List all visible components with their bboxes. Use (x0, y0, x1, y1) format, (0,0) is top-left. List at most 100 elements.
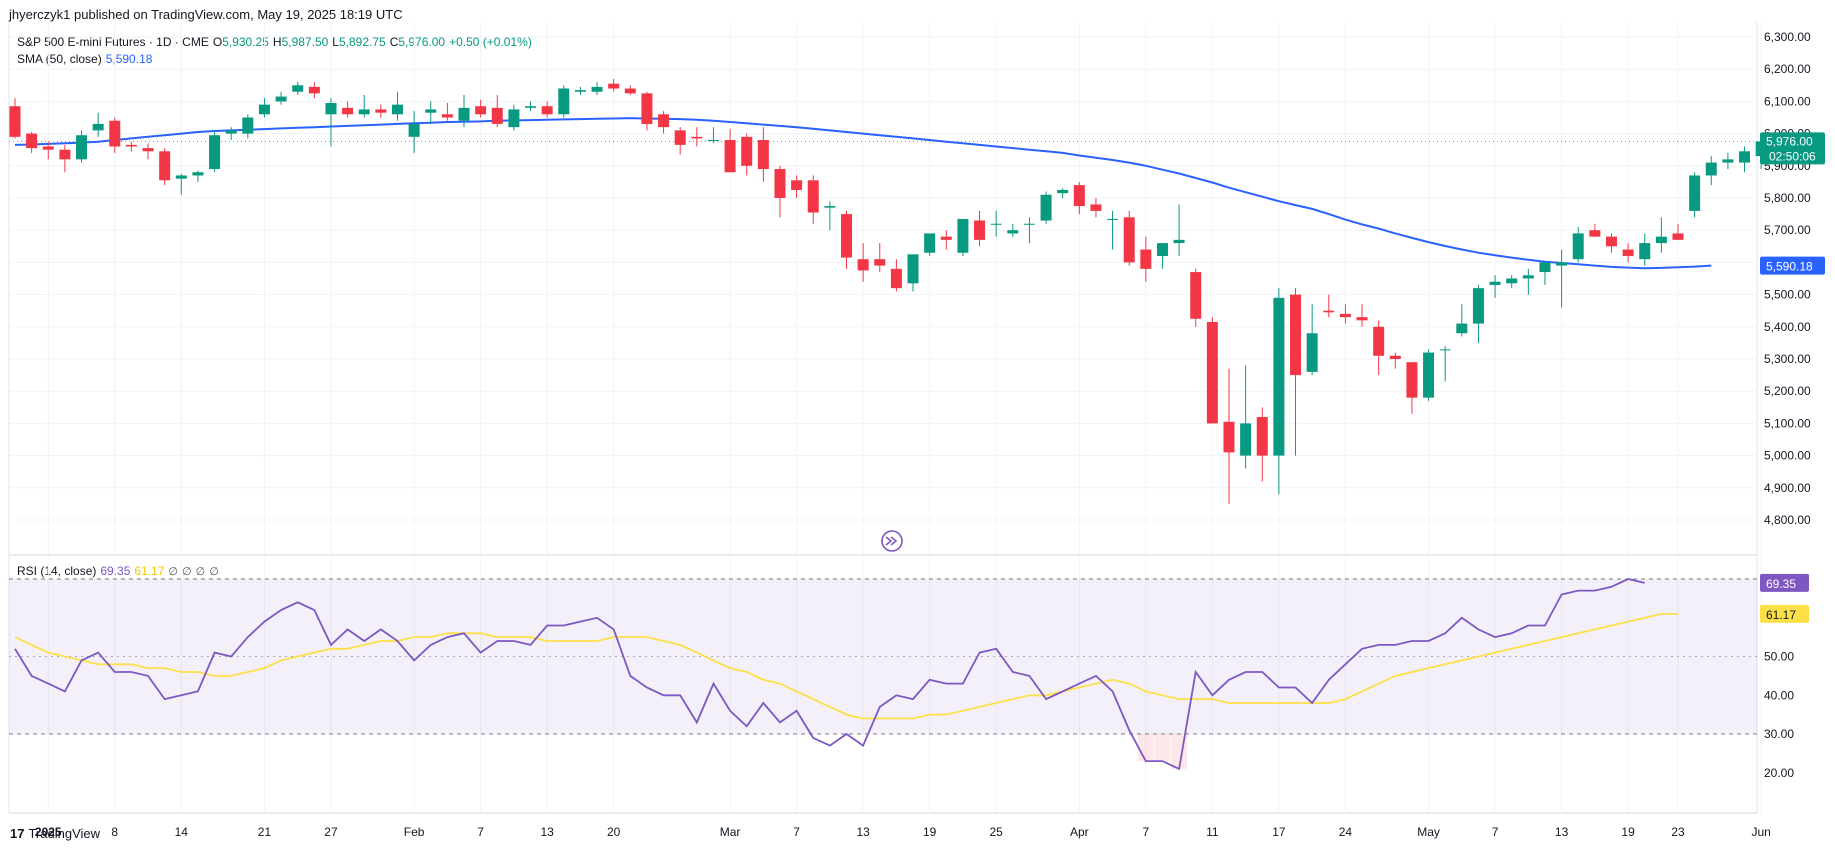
rsi-tick-label: 20.00 (1764, 766, 1794, 780)
candle-body (1423, 352, 1435, 398)
countdown-timer: 02:50:06 (1769, 149, 1816, 163)
candle (658, 111, 670, 134)
candle (325, 98, 337, 147)
candle-body (1206, 321, 1218, 424)
empty-value-2: ∅ (182, 566, 192, 578)
candle-body (1040, 194, 1052, 221)
symbol-name[interactable]: S&P 500 E-mini Futures · 1D · CME (17, 35, 209, 49)
tradingview-logo[interactable]: 17 TradingView (10, 826, 100, 841)
time-tick-label: 19 (1621, 825, 1635, 839)
candle-body (841, 214, 852, 258)
time-tick-label: Feb (404, 825, 425, 839)
empty-value-3: ∅ (195, 566, 206, 578)
candle-body (1323, 310, 1335, 313)
candle-body (325, 103, 337, 115)
candle-body (1057, 189, 1069, 194)
candle-body (1389, 355, 1401, 359)
rsi-oversold-fill (1137, 734, 1154, 762)
candle (1273, 288, 1285, 495)
candle (1240, 365, 1252, 469)
candle-body (1605, 236, 1617, 247)
candle (508, 104, 520, 131)
candle-body (1306, 333, 1318, 372)
candle-body (1240, 423, 1252, 456)
candle-body (857, 259, 869, 271)
candle (724, 128, 736, 173)
candle (674, 127, 686, 155)
time-tick-label: 7 (793, 825, 800, 839)
candle (192, 170, 204, 182)
candle-body (990, 223, 1002, 225)
candle (308, 82, 320, 99)
candle (1290, 288, 1302, 456)
candle (491, 94, 503, 128)
candle-body (59, 149, 71, 160)
candle-body (1007, 230, 1019, 234)
candle-body (159, 151, 171, 181)
rsi-label[interactable]: RSI (14, close) (17, 564, 97, 578)
close-label: C (389, 35, 399, 49)
candle (1057, 188, 1069, 198)
candle (1040, 191, 1052, 224)
candle (1472, 284, 1484, 343)
time-tick-label: 8 (111, 825, 118, 839)
candle-body (1140, 249, 1152, 269)
publish-line: jhyerczyk1 published on TradingView.com,… (9, 7, 403, 22)
tradingview-brand-text: TradingView (28, 826, 101, 841)
candle-body (142, 148, 154, 152)
candle (791, 175, 803, 198)
candle-body (940, 236, 952, 240)
candle (874, 243, 886, 273)
candle (1439, 346, 1451, 382)
candle (558, 85, 570, 118)
rsi-value-badge-label: 69.35 (1766, 577, 1796, 591)
candle (1722, 152, 1734, 170)
candle (375, 104, 387, 118)
candle-body (1073, 185, 1085, 207)
candle-body (358, 109, 370, 115)
candle-body (1090, 204, 1102, 211)
time-tick-label: 7 (1142, 825, 1149, 839)
candle (1007, 223, 1019, 237)
candle (342, 101, 354, 118)
candle-body (292, 85, 304, 92)
candle (974, 210, 986, 247)
time-tick-label: 14 (175, 825, 189, 839)
candle-body (1556, 262, 1568, 266)
candle-body (1655, 236, 1667, 244)
candle (225, 127, 237, 141)
candle (1605, 233, 1617, 253)
last-price-label: 5,976.00 (1766, 134, 1813, 148)
fast-forward-icon-glyph (885, 536, 898, 546)
time-tick-label: Mar (720, 825, 741, 839)
high-label: H (272, 35, 282, 49)
candle-body (1406, 362, 1418, 398)
sma-label[interactable]: SMA (50, close) (17, 52, 102, 66)
rsi-ma-value: 61.17 (134, 564, 165, 578)
candle (358, 94, 370, 118)
candle (1373, 320, 1385, 376)
candle-body (1107, 218, 1119, 220)
legend-main: S&P 500 E-mini Futures · 1D · CME O5,930.… (17, 35, 536, 49)
candle (1622, 243, 1634, 263)
high-value: 5,987.50 (281, 35, 329, 49)
sma-price-badge (1760, 256, 1825, 275)
candle-body (1223, 421, 1235, 453)
candle (857, 243, 869, 282)
rsi-ma-badge-label: 61.17 (1766, 608, 1796, 622)
candle (1140, 236, 1152, 282)
rsi-oversold-fill (1154, 734, 1171, 762)
candle-body (125, 144, 137, 147)
candle (641, 91, 653, 131)
candle (142, 143, 154, 160)
candle (1023, 217, 1035, 244)
rsi-tick-label: 50.00 (1764, 650, 1794, 664)
marker-layer (881, 530, 903, 552)
time-tick-label: 2025 (35, 825, 62, 839)
candle (990, 210, 1002, 237)
legend-rsi: RSI (14, close) 69.35 61.17 ∅ ∅ ∅ ∅ (17, 564, 223, 578)
candle-body (558, 88, 570, 115)
price-tick-label: 4,800.00 (1764, 513, 1811, 527)
open-label: O (212, 35, 223, 49)
